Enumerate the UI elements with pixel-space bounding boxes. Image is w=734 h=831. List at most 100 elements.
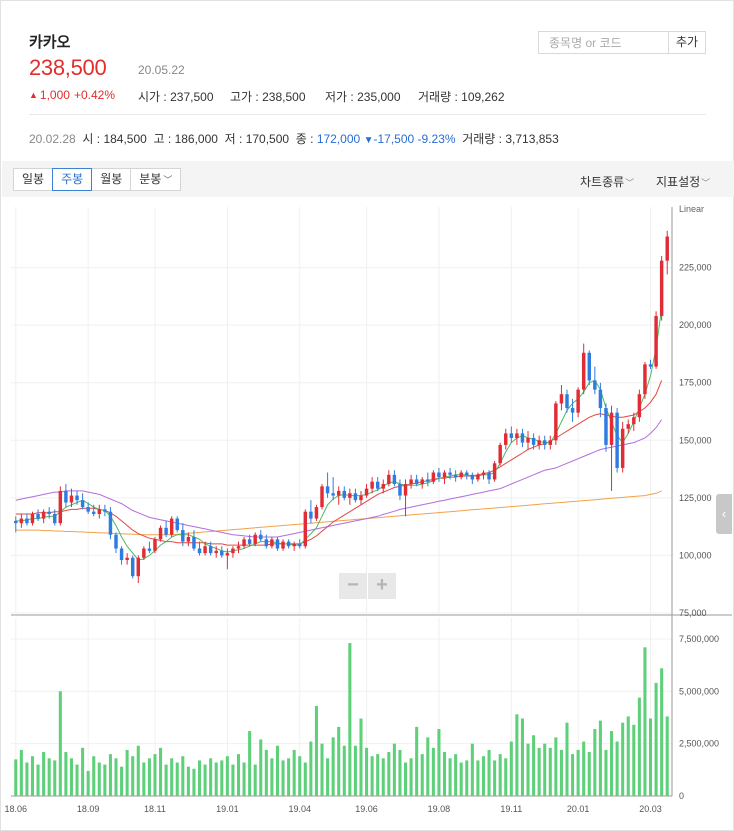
- volume-bar: [654, 682, 658, 796]
- candle: [86, 502, 90, 514]
- candle-body: [465, 472, 469, 475]
- tab-daily[interactable]: 일봉: [13, 168, 54, 191]
- candle-body: [270, 539, 274, 547]
- volume-bar: [409, 758, 413, 796]
- candle-body: [208, 546, 213, 554]
- candle: [620, 421, 625, 473]
- indicator-label: 지표설정: [656, 175, 701, 189]
- candle: [587, 350, 591, 386]
- zoom-in-button[interactable]: +: [368, 573, 396, 599]
- candle-body: [259, 534, 263, 540]
- stock-name: 카카오: [29, 34, 71, 51]
- candle-body: [203, 546, 207, 554]
- candle: [665, 230, 669, 275]
- x-tick-label: 20.03: [639, 804, 662, 814]
- candle-body: [554, 403, 558, 441]
- volume-bar: [236, 754, 241, 796]
- volume-bar: [537, 747, 541, 796]
- indicator-settings-menu[interactable]: 지표설정﹀: [656, 173, 710, 190]
- candle-body: [314, 507, 319, 519]
- add-button[interactable]: 추가: [668, 31, 706, 54]
- chart-type-menu[interactable]: 차트종류﹀: [580, 173, 634, 190]
- candle: [453, 470, 458, 482]
- candle: [69, 488, 74, 508]
- candle-body: [214, 550, 218, 554]
- candle: [576, 387, 580, 418]
- candle-body: [515, 433, 519, 438]
- candle: [609, 405, 614, 491]
- open-price: 시가 : 237,500: [138, 90, 214, 104]
- candle-body: [119, 548, 124, 561]
- volume-bar: [259, 739, 263, 796]
- volume-bar: [415, 726, 419, 796]
- candle: [492, 461, 497, 482]
- candle-body: [531, 437, 536, 445]
- volume-bar: [197, 760, 202, 796]
- candle: [275, 537, 280, 551]
- scale-label: Linear: [679, 204, 704, 214]
- tab-minute[interactable]: 분봉 ﹀: [130, 168, 182, 191]
- x-tick-label: 18.09: [77, 804, 100, 814]
- zoom-out-button[interactable]: −: [339, 573, 367, 599]
- ref-volume-value: 3,713,853: [505, 132, 559, 146]
- candle: [526, 431, 530, 450]
- price-tick-label: 150,000: [679, 435, 712, 445]
- candle-body: [125, 557, 129, 561]
- candle: [119, 546, 124, 565]
- candle-body: [275, 539, 280, 549]
- candle-body: [459, 472, 463, 478]
- panel-toggle-handle[interactable]: ‹: [716, 494, 732, 534]
- candle: [370, 477, 374, 494]
- low-price: 저가 : 235,000: [325, 90, 401, 104]
- candle-body: [414, 479, 419, 485]
- volume-bar: [610, 731, 614, 796]
- candle-body: [41, 511, 46, 519]
- volume-tick-label: 5,000,000: [679, 686, 719, 696]
- candle: [14, 516, 18, 533]
- candle: [80, 493, 85, 510]
- volume-bar: [454, 754, 458, 796]
- volume-bar: [225, 756, 229, 796]
- candle: [175, 516, 179, 533]
- candle-body: [348, 493, 352, 498]
- volume-bar: [420, 754, 424, 796]
- candle: [169, 516, 174, 538]
- volume-bar: [648, 718, 653, 796]
- ref-low-label: 저: [224, 132, 236, 146]
- volume-bar: [559, 749, 563, 796]
- ref-close-value: 172,000: [316, 132, 361, 146]
- candle-body: [626, 424, 630, 429]
- candle: [303, 509, 308, 549]
- candle-body: [637, 394, 642, 418]
- tab-weekly[interactable]: 주봉: [52, 168, 93, 191]
- stock-search-input[interactable]: [538, 31, 669, 54]
- candle-body: [420, 479, 424, 485]
- candle-body: [69, 495, 74, 503]
- candle: [643, 361, 647, 399]
- volume-bar: [75, 764, 79, 796]
- candle: [25, 513, 29, 526]
- candle: [364, 484, 369, 498]
- candle-body: [158, 527, 163, 540]
- candle: [626, 419, 630, 434]
- candle-body: [559, 394, 564, 404]
- tab-minute-label: 분봉: [139, 172, 162, 186]
- volume-bar: [103, 764, 107, 796]
- ma60-line: [15, 419, 663, 538]
- candle-body: [426, 479, 430, 482]
- volume-tick-label: 0: [679, 791, 684, 801]
- candle-body: [504, 433, 508, 445]
- candle: [504, 428, 508, 450]
- candle-body: [381, 484, 385, 489]
- candle-body: [114, 534, 118, 549]
- candle: [247, 534, 252, 547]
- volume-bar: [331, 737, 335, 796]
- candle: [559, 385, 564, 411]
- candle: [498, 442, 502, 466]
- x-tick-label: 19.08: [428, 804, 451, 814]
- volume-bar: [437, 728, 441, 796]
- candle: [375, 477, 380, 491]
- price-chart[interactable]: Linear 225,000 200,000 175,000 150,000 125,00…: [1, 197, 734, 831]
- tab-monthly[interactable]: 월봉: [91, 168, 132, 191]
- chevron-down-icon: ﹀: [625, 178, 635, 188]
